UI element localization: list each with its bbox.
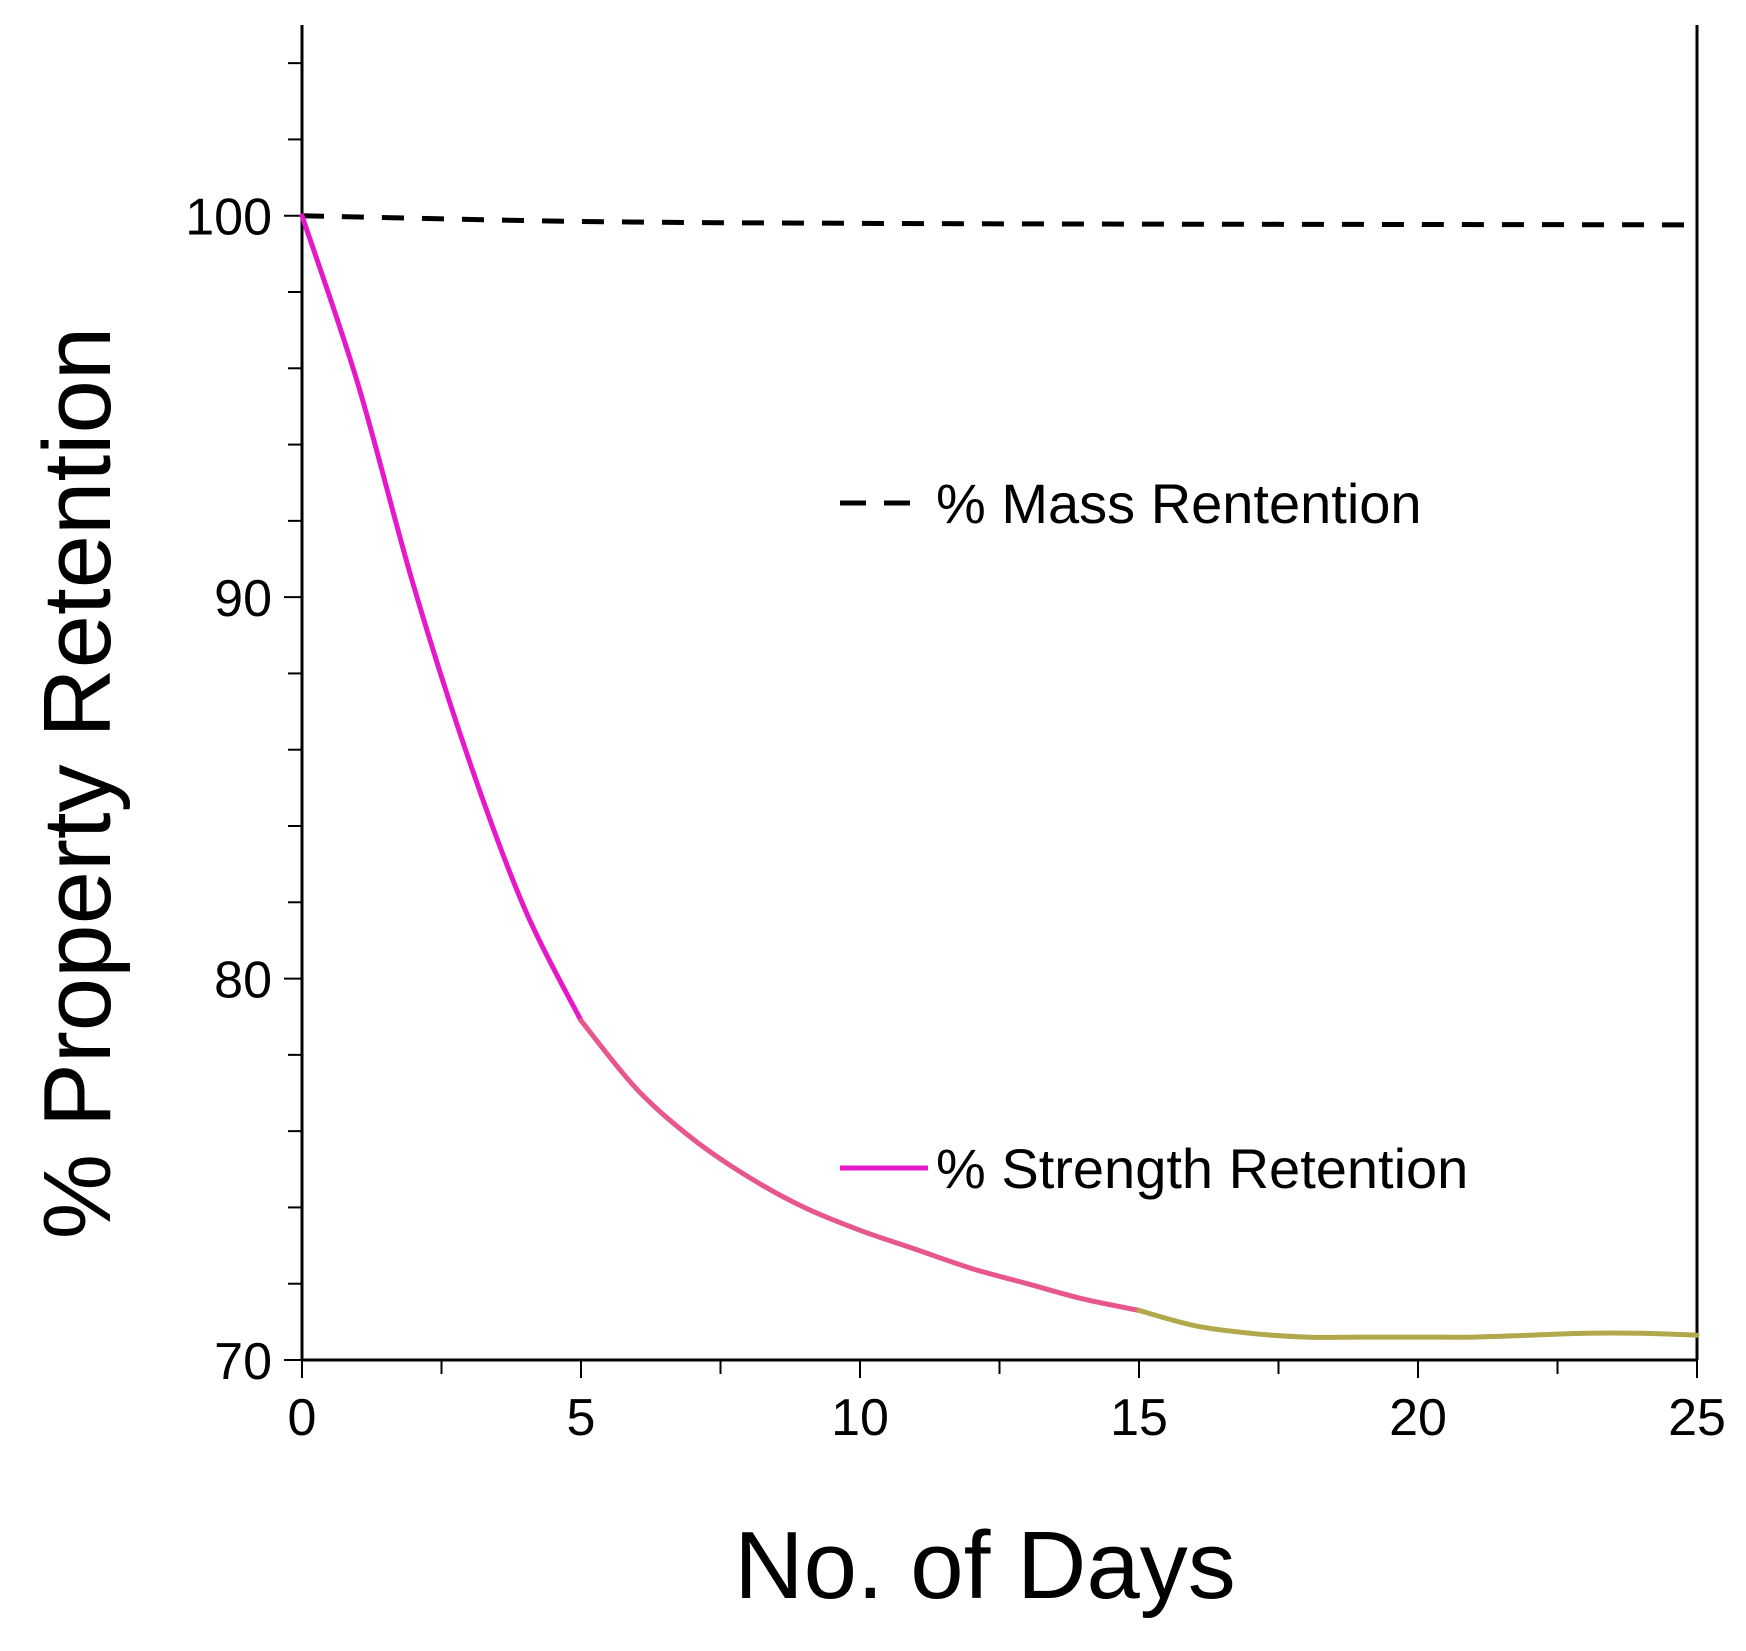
y-tick-label: 90 — [214, 570, 272, 628]
x-tick-label: 15 — [1110, 1389, 1168, 1447]
y-tick-label: 80 — [214, 952, 272, 1010]
y-axis-title: % Property Retention — [24, 327, 131, 1239]
x-tick-label: 0 — [288, 1389, 317, 1447]
x-tick-label: 25 — [1668, 1389, 1726, 1447]
x-axis-title: No. of Days — [734, 1512, 1236, 1619]
axis-ticks — [284, 62, 1698, 1378]
strength-retention-line-segment — [299, 213, 584, 1024]
y-tick-label: 100 — [185, 189, 272, 247]
axis-tick-labels: 70 80 90 100 0 5 10 15 20 25 — [185, 189, 1726, 1447]
x-tick-label: 10 — [831, 1389, 889, 1447]
series-lines — [299, 213, 1700, 1340]
strength-retention-line-segment — [578, 1018, 1142, 1313]
mass-retention-line — [301, 213, 1698, 228]
x-tick-label: 20 — [1389, 1389, 1447, 1447]
legend: % Mass Rentention % Strength Retention — [840, 472, 1468, 1200]
strength-retention-line-segment — [1136, 1307, 1700, 1340]
x-tick-label: 5 — [567, 1389, 596, 1447]
legend-label-mass: % Mass Rentention — [936, 472, 1422, 535]
y-tick-label: 70 — [214, 1333, 272, 1391]
legend-label-strength: % Strength Retention — [936, 1137, 1468, 1200]
